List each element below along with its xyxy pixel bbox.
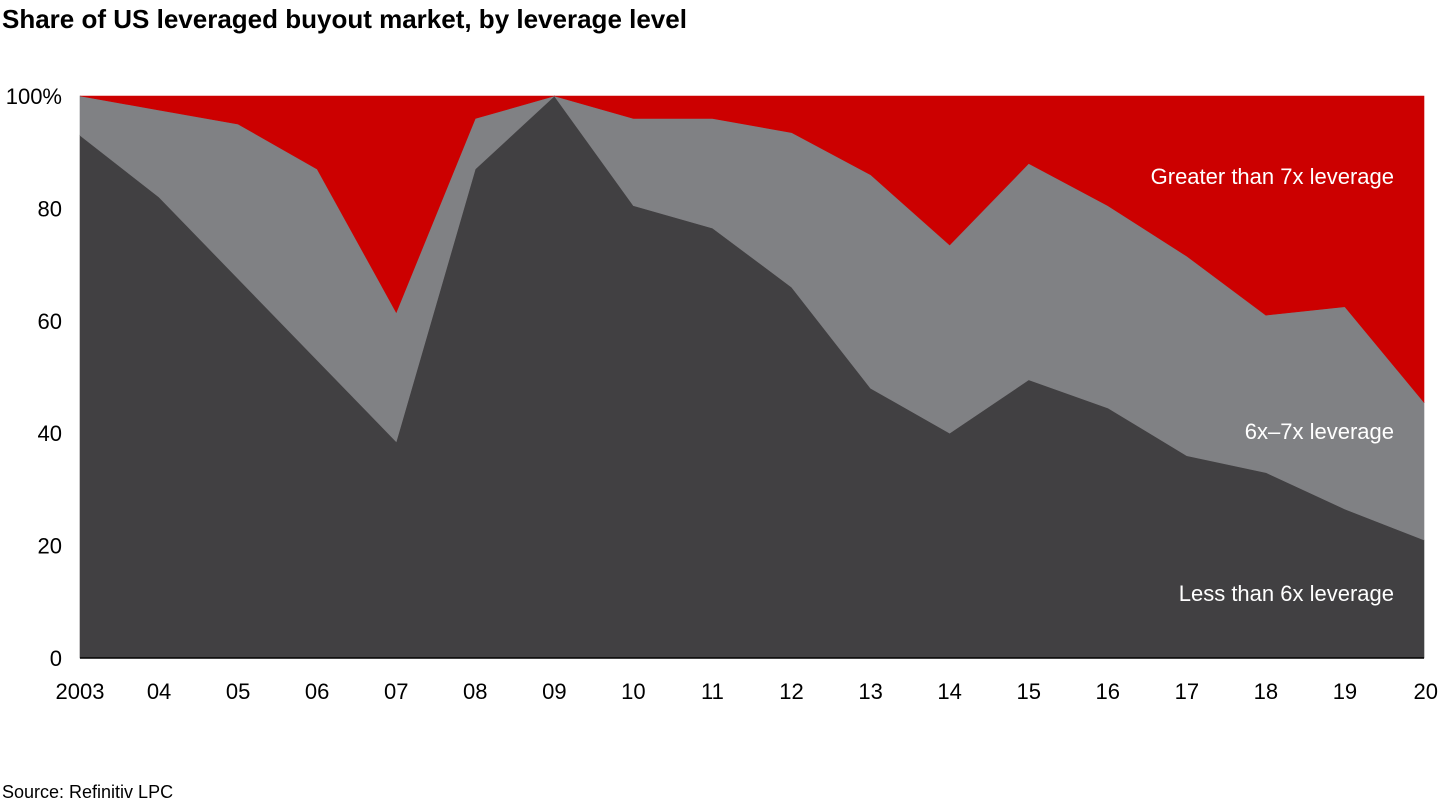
y-tick-label: 100%	[6, 84, 62, 109]
y-tick-label: 60	[38, 309, 62, 334]
x-tick-label: 17	[1175, 679, 1199, 704]
series-labels: Less than 6x leverage 6x–7x leverage Great…	[1151, 164, 1394, 606]
x-tick-label: 10	[621, 679, 645, 704]
x-tick-label: 04	[147, 679, 171, 704]
x-axis-tick-labels: 2003 04 05 06 07 08 09 10 11 12 13 14 15 16 17 18 19 20	[56, 679, 1438, 704]
x-tick-label: 20	[1414, 679, 1438, 704]
x-tick-label: 05	[226, 679, 250, 704]
area-greater-than-7x-leverage	[79, 95, 1425, 404]
series-label: Greater than 7x leverage	[1151, 164, 1394, 189]
x-tick-label: 18	[1254, 679, 1278, 704]
y-tick-label: 40	[38, 421, 62, 446]
x-tick-label: 09	[542, 679, 566, 704]
stacked-area-chart: Less than 6x leverage 6x–7x leverage Great…	[6, 84, 1438, 704]
series-label: 6x–7x leverage	[1245, 419, 1394, 444]
x-tick-label: 19	[1333, 679, 1357, 704]
x-tick-label: 11	[701, 679, 724, 704]
y-axis-tick-labels: 0 20 40 60 80 100%	[6, 84, 62, 671]
x-tick-label: 06	[305, 679, 329, 704]
source-note: Source: Refinitiv LPC	[2, 782, 174, 802]
x-tick-label: 15	[1016, 679, 1040, 704]
x-tick-label: 07	[384, 679, 408, 704]
x-tick-label: 08	[463, 679, 487, 704]
y-tick-label: 20	[38, 534, 62, 559]
y-tick-label: 80	[38, 196, 62, 221]
x-tick-label: 12	[779, 679, 803, 704]
series-label: Less than 6x leverage	[1179, 581, 1394, 606]
x-tick-label: 13	[858, 679, 882, 704]
x-tick-label: 14	[937, 679, 961, 704]
chart-title: Share of US leveraged buyout market, by …	[2, 4, 687, 34]
x-tick-label: 16	[1096, 679, 1120, 704]
y-tick-label: 0	[50, 646, 62, 671]
x-tick-label: 2003	[56, 679, 105, 704]
